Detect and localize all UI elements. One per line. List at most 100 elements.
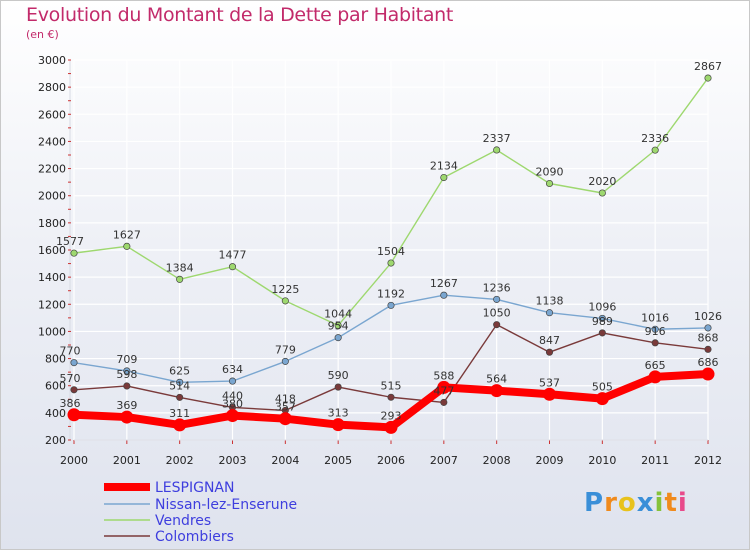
data-label-nissan-lez-enserune: 1236 — [483, 281, 511, 294]
data-point-vendres — [440, 173, 448, 182]
data-label-colombiers: 570 — [60, 372, 81, 385]
data-point-nissan-lez-enserune — [704, 324, 712, 332]
data-label-colombiers: 868 — [698, 331, 719, 344]
data-point-nissan-lez-enserune — [176, 378, 184, 386]
y-tick-label: 1800 — [38, 217, 66, 230]
x-tick-label: 2004 — [271, 454, 299, 467]
data-point-nissan-lez-enserune — [598, 314, 606, 322]
data-label-vendres: 1504 — [377, 245, 405, 258]
data-point-colombiers — [651, 339, 659, 347]
data-label-colombiers: 916 — [645, 325, 666, 338]
y-tick-label: 3000 — [38, 54, 66, 67]
data-point-colombiers — [440, 398, 448, 406]
y-tick-label: 200 — [45, 434, 66, 447]
logo-letter: r — [604, 488, 618, 518]
x-tick-label: 2011 — [641, 454, 669, 467]
x-tick-label: 2003 — [219, 454, 247, 467]
x-tick-label: 2000 — [60, 454, 88, 467]
data-point-vendres — [123, 242, 131, 250]
chart-title: Evolution du Montant de la Dette par Hab… — [26, 4, 454, 26]
data-point-vendres — [545, 179, 554, 188]
logo-letter: t — [664, 488, 678, 518]
legend-label-vendres: Vendres — [155, 513, 211, 529]
data-point-lespignan — [490, 384, 504, 398]
chart-subtitle: (en €) — [26, 28, 59, 41]
y-tick-label: 800 — [45, 353, 66, 366]
data-labels-layer: 386 369 311 380 357 313 293 588 564 537 505 665 686 7… — [56, 60, 722, 422]
data-label-lespignan: 537 — [539, 376, 560, 389]
data-point-nissan-lez-enserune — [123, 367, 131, 375]
data-point-vendres — [228, 263, 237, 271]
data-point-nissan-lez-enserune — [70, 359, 78, 367]
data-label-nissan-lez-enserune: 1026 — [694, 310, 722, 323]
data-label-colombiers: 418 — [275, 392, 296, 405]
x-tick-label: 2001 — [113, 454, 141, 467]
data-label-colombiers: 440 — [222, 389, 243, 402]
data-point-lespignan — [331, 418, 345, 432]
logo-letter: P — [584, 488, 605, 518]
data-label-vendres: 1577 — [56, 235, 84, 248]
data-point-nissan-lez-enserune — [228, 377, 237, 385]
data-label-vendres: 2090 — [536, 166, 564, 179]
data-label-nissan-lez-enserune: 954 — [328, 320, 349, 333]
y-tick-label: 1400 — [38, 271, 66, 284]
data-label-lespignan: 686 — [698, 356, 719, 369]
data-label-nissan-lez-enserune: 1096 — [588, 300, 616, 313]
data-point-lespignan — [543, 387, 556, 401]
y-tick-label: 2800 — [38, 81, 66, 94]
data-label-colombiers: 477 — [433, 384, 454, 397]
data-point-nissan-lez-enserune — [334, 334, 342, 342]
data-point-colombiers — [176, 393, 184, 401]
chart-axes: 200 400 600 800 1000 1200 1400 1600 1800 2000 2200… — [38, 54, 722, 467]
logo-letter: i — [677, 488, 688, 518]
data-label-lespignan: 369 — [116, 399, 137, 412]
data-label-nissan-lez-enserune: 1016 — [641, 311, 669, 324]
data-label-nissan-lez-enserune: 634 — [222, 363, 243, 376]
data-label-vendres: 1044 — [324, 307, 352, 320]
data-point-colombiers — [70, 386, 78, 394]
data-point-lespignan — [701, 367, 715, 381]
data-label-vendres: 1225 — [271, 283, 299, 296]
x-tick-label: 2008 — [483, 454, 511, 467]
data-label-vendres: 2336 — [641, 132, 669, 145]
data-label-lespignan: 313 — [328, 407, 349, 420]
data-point-lespignan — [595, 392, 609, 406]
data-point-nissan-lez-enserune — [281, 357, 289, 365]
data-label-colombiers: 847 — [539, 334, 560, 347]
y-tick-label: 1200 — [38, 298, 66, 311]
data-label-nissan-lez-enserune: 1267 — [430, 277, 458, 290]
data-point-colombiers — [598, 329, 606, 337]
data-point-nissan-lez-enserune — [387, 301, 395, 309]
y-tick-label: 2200 — [38, 163, 66, 176]
data-point-vendres — [176, 275, 184, 283]
x-tick-label: 2005 — [324, 454, 352, 467]
x-tick-label: 2009 — [536, 454, 564, 467]
y-tick-label: 2600 — [38, 108, 66, 121]
series-layer — [67, 74, 715, 434]
data-point-nissan-lez-enserune — [493, 295, 501, 303]
data-point-colombiers — [123, 382, 131, 390]
data-label-lespignan: 665 — [645, 359, 666, 372]
y-tick-label: 1000 — [38, 325, 66, 338]
data-label-nissan-lez-enserune: 770 — [60, 345, 81, 358]
data-point-vendres — [70, 249, 78, 257]
data-point-colombiers — [493, 321, 501, 329]
logo-letter: x — [636, 488, 655, 518]
logo-letter: i — [654, 488, 665, 518]
data-point-vendres — [493, 146, 501, 154]
data-point-lespignan — [67, 408, 81, 422]
data-label-colombiers: 1050 — [483, 307, 511, 320]
y-tick-label: 1600 — [38, 244, 66, 257]
data-label-nissan-lez-enserune: 1138 — [536, 295, 564, 308]
data-label-vendres: 1627 — [113, 228, 141, 241]
data-point-nissan-lez-enserune — [651, 325, 659, 333]
data-point-lespignan — [226, 409, 239, 423]
y-tick-label: 400 — [45, 407, 66, 420]
data-label-vendres: 1384 — [166, 261, 194, 274]
data-label-vendres: 2867 — [694, 60, 722, 73]
data-label-lespignan: 357 — [275, 401, 296, 414]
data-point-colombiers — [334, 383, 342, 391]
data-label-lespignan: 505 — [592, 381, 613, 394]
legend-label-colombiers: Colombiers — [155, 529, 234, 545]
